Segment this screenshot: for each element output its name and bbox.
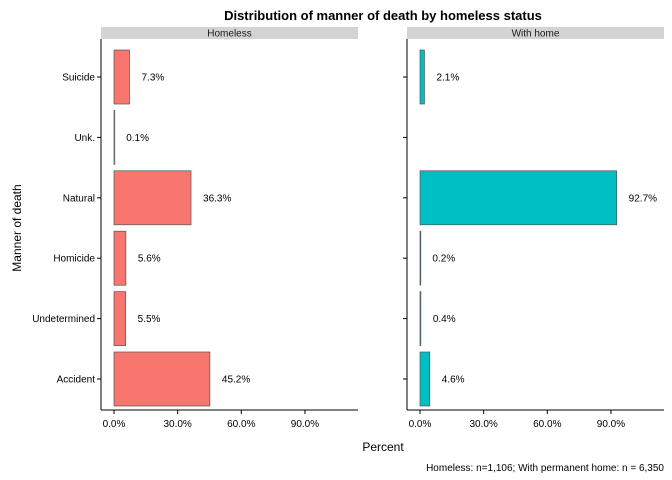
data-label: 45.2% [222, 375, 250, 386]
data-label: 5.5% [138, 314, 161, 325]
x-tick-label: 90.0% [597, 419, 625, 430]
chart-caption: Homeless: n=1,106; With permanent home: … [426, 463, 664, 474]
x-tick-label: 0.0% [409, 419, 432, 430]
x-tick-label: 30.0% [469, 419, 497, 430]
panel-strip-label: With home [512, 29, 560, 40]
bar-homeless-homicide [113, 230, 127, 286]
data-label: 4.6% [442, 375, 465, 386]
panel-strip-label: Homeless [207, 29, 251, 40]
data-label: 2.1% [436, 73, 459, 84]
y-tick-label-homicide: Homicide [53, 254, 95, 265]
bar-with-home-natural [419, 170, 618, 226]
panel-with-home: With home 2.1% 92.7% 0.2% 0.4% 4.6% 0.0% 30.0% 6… [403, 27, 664, 430]
y-tick-label-suicide: Suicide [62, 73, 95, 84]
bar-homeless-accident [113, 351, 211, 407]
data-label: 7.3% [141, 73, 164, 84]
x-tick-label: 30.0% [163, 419, 191, 430]
data-label: 0.4% [433, 314, 456, 325]
bar-homeless-unk [113, 110, 116, 165]
x-axis-title: Percent [362, 440, 404, 454]
x-tick-label: 60.0% [533, 419, 561, 430]
bar-with-home-accident [419, 351, 431, 407]
bar-homeless-natural [113, 170, 192, 226]
bar-homeless-suicide [113, 49, 130, 105]
data-label: 0.1% [126, 133, 149, 144]
x-tick-label: 60.0% [227, 419, 255, 430]
bar-with-home-suicide [419, 49, 425, 105]
chart-title: Distribution of manner of death by homel… [224, 8, 542, 23]
bar-with-home-undetermined [419, 291, 422, 346]
panel-strip [101, 27, 358, 39]
data-label: 36.3% [203, 193, 231, 204]
y-tick-label-unk: Unk. [74, 133, 95, 144]
data-label: 0.2% [432, 254, 455, 265]
data-label: 5.6% [138, 254, 161, 265]
panel-strip [407, 27, 664, 39]
panel-homeless: Homeless 7.3% 0.1% 36.3% 5.6% 5.5% 45.2% 0.0% 30… [32, 27, 358, 430]
x-tick-label: 90.0% [291, 419, 319, 430]
y-tick-label-natural: Natural [63, 193, 95, 204]
y-tick-label-undetermined: Undetermined [32, 314, 95, 325]
data-label: 92.7% [629, 193, 657, 204]
bar-homeless-undetermined [113, 291, 127, 346]
panels: Homeless 7.3% 0.1% 36.3% 5.6% 5.5% 45.2% 0.0% 30… [32, 27, 664, 430]
x-tick-label: 0.0% [103, 419, 126, 430]
y-axis-title: Manner of death [10, 184, 24, 271]
bar-with-home-homicide [419, 230, 422, 286]
y-tick-label-accident: Accident [57, 375, 96, 386]
